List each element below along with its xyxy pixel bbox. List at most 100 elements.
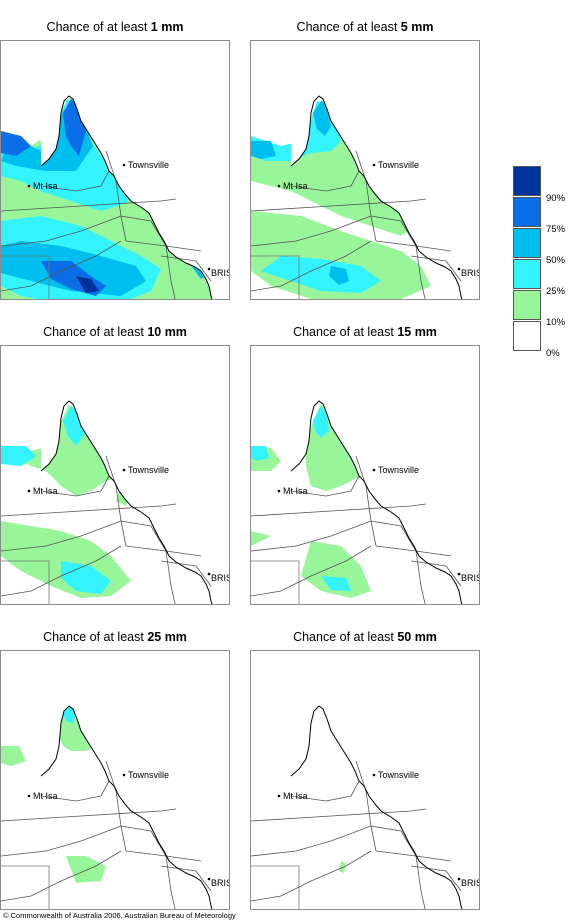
townsville-marker — [122, 468, 126, 472]
map-5mm: Townsville Mt Isa BRIS — [250, 40, 480, 300]
coastline — [290, 95, 463, 299]
region-boundary — [410, 560, 462, 587]
probability-region — [66, 856, 106, 883]
region-boundary — [251, 520, 372, 552]
panel-title-1mm: Chance of at least 1 mm — [46, 20, 184, 34]
inset-box — [251, 255, 300, 299]
townsville-label: Townsville — [378, 770, 419, 780]
mt_isa-label: Mt Isa — [33, 791, 58, 801]
region-boundary — [40, 475, 110, 497]
probability-region — [339, 861, 346, 873]
region-boundary — [160, 865, 212, 892]
townsville-marker — [372, 163, 376, 167]
map-25mm: Townsville Mt Isa BRIS — [0, 650, 230, 910]
map-25mm-svg: Townsville Mt Isa BRIS — [1, 651, 229, 909]
region-boundary — [355, 760, 377, 852]
legend-label-75: 75% — [546, 224, 566, 235]
mt_isa-marker — [27, 184, 31, 188]
panel-title-15mm: Chance of at least 15 mm — [293, 325, 437, 339]
region-boundary — [355, 455, 377, 547]
region-boundary — [290, 780, 360, 802]
legend-label-0: 0% — [546, 348, 560, 359]
brisbane-label: BRIS — [211, 268, 230, 278]
panel-title-50mm: Chance of at least 50 mm — [293, 630, 437, 644]
region-boundary — [251, 850, 372, 902]
brisbane-label: BRIS — [211, 573, 230, 583]
coastline — [40, 705, 213, 909]
sea-area — [41, 41, 229, 299]
brisbane-label: BRIS — [461, 573, 480, 583]
mt_isa-label: Mt Isa — [283, 181, 308, 191]
map-50mm: Townsville Mt Isa BRIS — [250, 650, 480, 910]
mt_isa-marker — [277, 489, 281, 493]
legend-swatch-0 — [513, 321, 541, 351]
map-10mm-svg: Townsville Mt Isa BRIS — [1, 346, 230, 604]
region-boundary — [410, 255, 462, 282]
region-boundary — [251, 240, 372, 292]
townsville-marker — [372, 773, 376, 777]
region-boundary — [105, 760, 127, 852]
panel-title-10mm: Chance of at least 10 mm — [43, 325, 187, 339]
rainfall-probability-layer — [251, 99, 463, 299]
townsville-label: Townsville — [128, 160, 169, 170]
legend-swatch-90 — [513, 166, 541, 196]
brisbane-label: BRIS — [461, 268, 480, 278]
mt_isa-marker — [27, 489, 31, 493]
panel-title-25mm: Chance of at least 25 mm — [43, 630, 187, 644]
region-boundary — [165, 550, 176, 604]
sea-area — [291, 346, 479, 604]
legend-swatch-10 — [513, 290, 541, 320]
probability-region — [251, 446, 269, 461]
townsville-label: Townsville — [378, 465, 419, 475]
region-boundary — [251, 198, 427, 212]
coastline — [290, 400, 463, 604]
region-boundary — [105, 150, 127, 242]
region-boundary — [290, 170, 360, 192]
region-boundary — [251, 825, 372, 857]
probability-region — [1, 404, 126, 496]
legend-swatch-25 — [513, 259, 541, 289]
townsville-label: Townsville — [378, 160, 419, 170]
probability-region — [251, 99, 416, 236]
region-boundary — [165, 245, 176, 299]
rainfall-probability-layer — [251, 404, 461, 598]
mt_isa-label: Mt Isa — [33, 486, 58, 496]
probability-region — [1, 746, 26, 766]
townsville-marker — [122, 773, 126, 777]
probability-region — [1, 131, 31, 156]
region-boundary — [370, 520, 417, 552]
legend-swatch-75 — [513, 197, 541, 227]
mt_isa-label: Mt Isa — [283, 791, 308, 801]
inset-box — [1, 255, 50, 299]
sea-area — [41, 651, 229, 909]
legend-label-90: 90% — [546, 193, 566, 204]
region-boundary — [40, 170, 110, 192]
panel-title-5mm: Chance of at least 5 mm — [296, 20, 434, 34]
inset-box — [251, 865, 300, 909]
region-boundary — [370, 215, 417, 247]
region-boundary — [1, 825, 122, 857]
probability-region — [321, 576, 351, 591]
region-boundary — [1, 520, 122, 552]
legend-swatch-50 — [513, 228, 541, 258]
probability-region — [261, 256, 381, 293]
sea-area — [41, 346, 229, 604]
region-boundary — [415, 245, 426, 299]
region-boundary — [120, 825, 167, 857]
legend-label-50: 50% — [546, 255, 566, 266]
probability-region — [329, 266, 349, 285]
probability-region — [301, 541, 371, 598]
region-boundary — [40, 780, 110, 802]
region-boundary — [370, 825, 417, 857]
region-boundary — [415, 550, 426, 604]
region-boundary — [1, 808, 177, 822]
region-boundary — [251, 545, 372, 597]
region-boundary — [410, 865, 462, 892]
map-50mm-svg: Townsville Mt Isa BRIS — [251, 651, 479, 909]
probability-region — [1, 446, 36, 466]
brisbane-marker — [457, 267, 461, 271]
region-boundary — [1, 198, 177, 212]
probability-region — [313, 101, 331, 136]
region-boundary — [165, 855, 176, 909]
probability-region — [1, 521, 131, 598]
